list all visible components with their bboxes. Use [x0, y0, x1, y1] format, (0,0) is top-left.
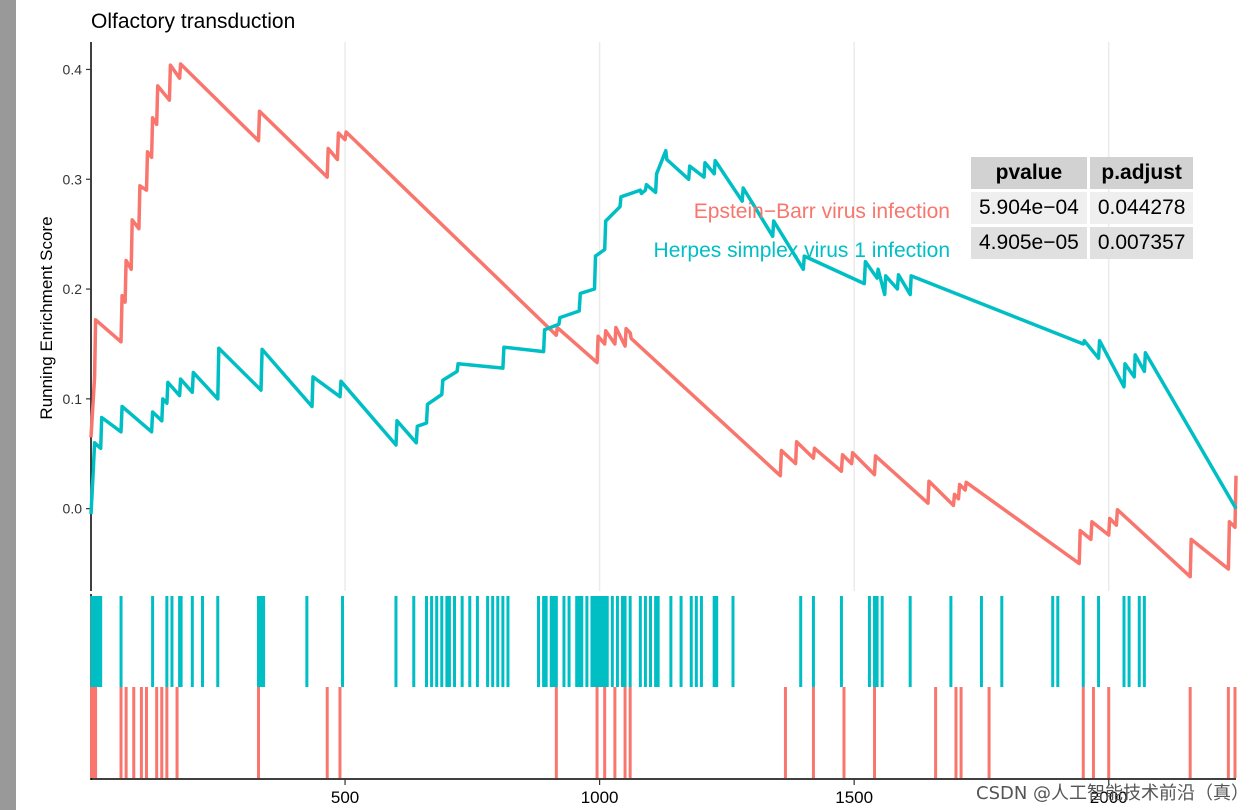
- x-tick-label: 2000: [1090, 788, 1128, 807]
- table-cell-padjust: 0.044278: [1089, 192, 1194, 224]
- pvalue-table: pvalue p.adjust 5.904e−04 0.044278 4.905…: [968, 154, 1196, 262]
- chart-title: Olfactory transduction: [91, 10, 295, 33]
- y-axis: 0.0 0.1 0.2 0.3 0.4: [63, 42, 92, 591]
- y-tick-label: 0.2: [63, 281, 83, 297]
- y-tick-label: 0.1: [63, 391, 83, 407]
- table-header-padjust: p.adjust: [1089, 157, 1194, 189]
- vertical-gridlines: [344, 42, 1110, 591]
- y-tick-label: 0.4: [63, 61, 83, 77]
- series-line-1: [89, 148, 1238, 515]
- x-tick-label: 1500: [835, 788, 873, 807]
- y-tick-label: 0.0: [63, 501, 83, 517]
- gene-hit-panel: [90, 594, 1237, 780]
- table-cell-padjust: 0.007357: [1089, 227, 1194, 259]
- series-line-0: [89, 62, 1238, 579]
- table-header-pvalue: pvalue: [971, 157, 1087, 189]
- table-cell-pvalue: 4.905e−05: [971, 227, 1087, 259]
- table-cell-pvalue: 5.904e−04: [971, 192, 1087, 224]
- table-row: 5.904e−04 0.044278: [971, 192, 1194, 224]
- watermark-text: CSDN @人工智能技术前沿（真）: [976, 783, 1250, 804]
- legend: Epstein−Barr virus infection Herpes simp…: [654, 200, 950, 262]
- left-edge-bar: [0, 0, 16, 810]
- running-score-lines: [89, 62, 1238, 579]
- legend-entry-epstein-barr: Epstein−Barr virus infection: [694, 200, 950, 223]
- y-tick-label: 0.3: [63, 171, 83, 187]
- table-row: 4.905e−05 0.007357: [971, 227, 1194, 259]
- x-tick-label: 1000: [581, 788, 619, 807]
- x-tick-label: 500: [331, 788, 359, 807]
- legend-entry-herpes-simplex: Herpes simplex virus 1 infection: [654, 239, 950, 262]
- x-axis: 500 1000 1500 2000: [91, 778, 1236, 807]
- y-axis-label: Running Enrichment Score: [37, 216, 56, 419]
